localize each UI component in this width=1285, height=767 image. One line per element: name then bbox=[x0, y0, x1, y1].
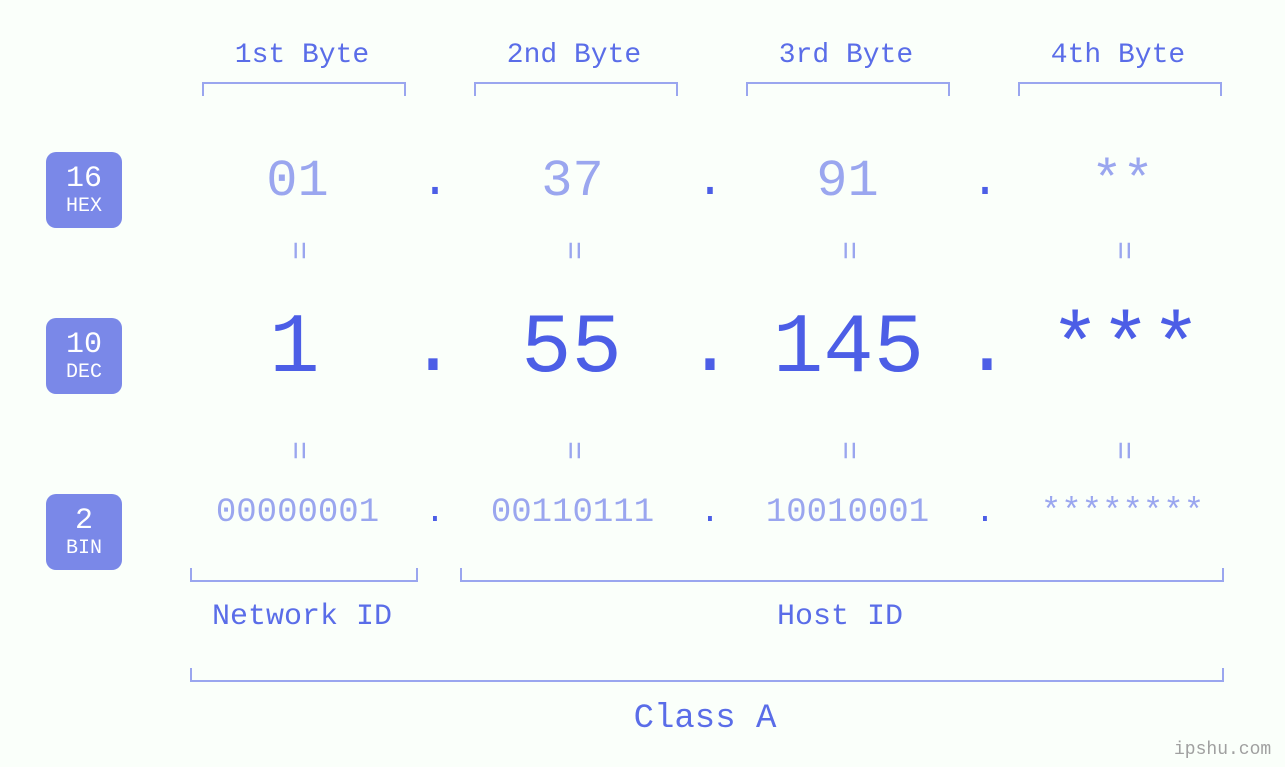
bin-dot-3: . bbox=[965, 494, 1005, 532]
base-name-bin: BIN bbox=[66, 538, 102, 560]
base-box-dec: 10 DEC bbox=[46, 318, 122, 394]
bin-dot-2: . bbox=[690, 494, 730, 532]
hex-dot-1: . bbox=[415, 155, 455, 209]
dec-dot-3: . bbox=[963, 304, 1011, 395]
watermark: ipshu.com bbox=[1174, 740, 1271, 760]
dec-dot-1: . bbox=[409, 304, 457, 395]
dec-dot-2: . bbox=[686, 304, 734, 395]
base-name-dec: DEC bbox=[66, 362, 102, 384]
byte-header-2: 2nd Byte bbox=[452, 40, 696, 71]
network-id-label: Network ID bbox=[190, 600, 414, 634]
hex-dot-2: . bbox=[690, 155, 730, 209]
bin-byte-1: 00000001 bbox=[180, 494, 415, 532]
eq-row-2: = = = = bbox=[180, 432, 1240, 469]
eq-2-2: = bbox=[554, 333, 591, 568]
base-num-hex: 16 bbox=[66, 163, 102, 196]
base-num-bin: 2 bbox=[75, 505, 93, 538]
byte-bracket-1 bbox=[202, 82, 406, 96]
dec-row: 1 . 55 . 145 . *** bbox=[180, 302, 1240, 397]
hex-row: 01 . 37 . 91 . ** bbox=[180, 152, 1240, 211]
bin-dot-1: . bbox=[415, 494, 455, 532]
byte-header-3: 3rd Byte bbox=[724, 40, 968, 71]
byte-bracket-4 bbox=[1018, 82, 1222, 96]
bin-byte-2: 00110111 bbox=[455, 494, 690, 532]
hex-dot-3: . bbox=[965, 155, 1005, 209]
eq-2-4: = bbox=[1104, 333, 1141, 568]
base-box-hex: 16 HEX bbox=[46, 152, 122, 228]
diagram-canvas: 1st Byte 2nd Byte 3rd Byte 4th Byte 16 H… bbox=[0, 0, 1285, 767]
byte-header-1: 1st Byte bbox=[180, 40, 424, 71]
network-id-bracket bbox=[190, 568, 418, 582]
byte-bracket-3 bbox=[746, 82, 950, 96]
eq-2-3: = bbox=[829, 333, 866, 568]
base-num-dec: 10 bbox=[66, 329, 102, 362]
byte-header-4: 4th Byte bbox=[996, 40, 1240, 71]
bin-byte-3: 10010001 bbox=[730, 494, 965, 532]
base-box-bin: 2 BIN bbox=[46, 494, 122, 570]
eq-row-1: = = = = bbox=[180, 232, 1240, 269]
class-label: Class A bbox=[190, 700, 1220, 738]
base-name-hex: HEX bbox=[66, 196, 102, 218]
host-id-label: Host ID bbox=[460, 600, 1220, 634]
bin-byte-4: ******** bbox=[1005, 494, 1240, 532]
host-id-bracket bbox=[460, 568, 1224, 582]
bin-row: 00000001 . 00110111 . 10010001 . *******… bbox=[180, 494, 1240, 532]
eq-2-1: = bbox=[279, 333, 316, 568]
byte-bracket-2 bbox=[474, 82, 678, 96]
class-bracket bbox=[190, 668, 1224, 682]
